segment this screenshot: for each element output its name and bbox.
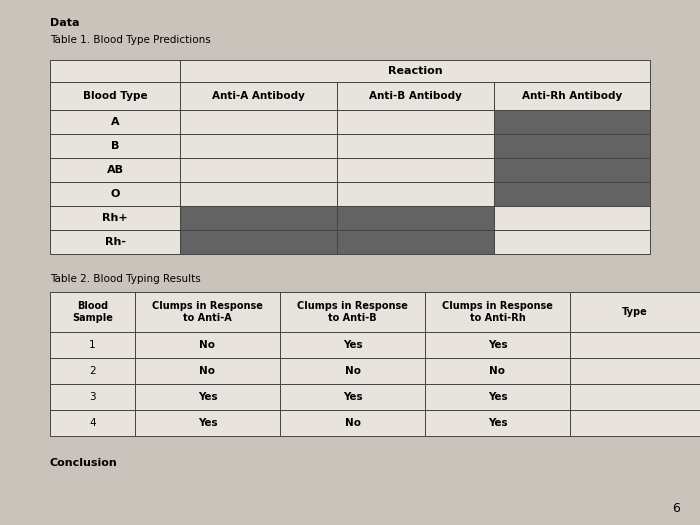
Bar bbox=[50, 134, 180, 158]
Text: A: A bbox=[111, 117, 119, 127]
Text: No: No bbox=[199, 366, 216, 376]
Bar bbox=[50, 110, 180, 134]
Text: Anti-Rh Antibody: Anti-Rh Antibody bbox=[522, 91, 622, 101]
Bar bbox=[280, 384, 425, 410]
Bar bbox=[50, 158, 180, 182]
Text: B: B bbox=[111, 141, 119, 151]
Text: No: No bbox=[344, 418, 360, 428]
Text: 3: 3 bbox=[89, 392, 96, 402]
Bar bbox=[180, 134, 337, 158]
Bar bbox=[494, 110, 650, 134]
Text: No: No bbox=[199, 340, 216, 350]
Bar bbox=[280, 358, 425, 384]
Bar bbox=[425, 358, 570, 384]
Bar bbox=[337, 206, 494, 230]
Bar bbox=[50, 384, 135, 410]
Text: Yes: Yes bbox=[488, 392, 508, 402]
Bar bbox=[50, 182, 180, 206]
Bar bbox=[337, 134, 494, 158]
Text: Type: Type bbox=[622, 307, 648, 317]
Bar bbox=[570, 410, 700, 436]
Bar bbox=[280, 410, 425, 436]
Text: Clumps in Response
to Anti-Rh: Clumps in Response to Anti-Rh bbox=[442, 301, 553, 323]
Bar bbox=[425, 292, 570, 332]
Text: 2: 2 bbox=[89, 366, 96, 376]
Bar bbox=[50, 410, 135, 436]
Bar bbox=[50, 206, 180, 230]
Bar bbox=[50, 358, 135, 384]
Bar bbox=[50, 332, 135, 358]
Text: Conclusion: Conclusion bbox=[50, 458, 118, 468]
Bar bbox=[494, 182, 650, 206]
Bar bbox=[50, 60, 180, 82]
Bar bbox=[50, 292, 135, 332]
Text: Yes: Yes bbox=[197, 418, 217, 428]
Bar bbox=[180, 82, 337, 110]
Bar bbox=[135, 358, 280, 384]
Bar bbox=[180, 182, 337, 206]
Bar bbox=[570, 292, 700, 332]
Text: Yes: Yes bbox=[343, 340, 363, 350]
Bar bbox=[494, 230, 650, 254]
Bar bbox=[570, 384, 700, 410]
Text: Yes: Yes bbox=[488, 340, 508, 350]
Bar bbox=[180, 158, 337, 182]
Bar bbox=[570, 358, 700, 384]
Text: Data: Data bbox=[50, 18, 80, 28]
Text: Table 1. Blood Type Predictions: Table 1. Blood Type Predictions bbox=[50, 35, 211, 45]
Bar bbox=[494, 158, 650, 182]
Bar bbox=[135, 410, 280, 436]
Bar bbox=[135, 332, 280, 358]
Text: Yes: Yes bbox=[488, 418, 508, 428]
Bar bbox=[425, 332, 570, 358]
Bar bbox=[180, 110, 337, 134]
Text: Anti-B Antibody: Anti-B Antibody bbox=[369, 91, 462, 101]
Bar bbox=[337, 82, 494, 110]
Bar bbox=[425, 384, 570, 410]
Text: Blood
Sample: Blood Sample bbox=[72, 301, 113, 323]
Bar bbox=[494, 206, 650, 230]
Bar bbox=[135, 292, 280, 332]
Text: Anti-A Antibody: Anti-A Antibody bbox=[212, 91, 305, 101]
Text: Yes: Yes bbox=[343, 392, 363, 402]
Bar bbox=[50, 230, 180, 254]
Bar bbox=[494, 82, 650, 110]
Text: Yes: Yes bbox=[197, 392, 217, 402]
Bar bbox=[494, 134, 650, 158]
Text: No: No bbox=[344, 366, 360, 376]
Bar bbox=[337, 182, 494, 206]
Bar bbox=[50, 82, 180, 110]
Bar bbox=[280, 292, 425, 332]
Text: Rh-: Rh- bbox=[104, 237, 125, 247]
Bar bbox=[135, 384, 280, 410]
Text: Blood Type: Blood Type bbox=[83, 91, 147, 101]
Text: Clumps in Response
to Anti-B: Clumps in Response to Anti-B bbox=[297, 301, 408, 323]
Bar bbox=[180, 60, 650, 82]
Bar bbox=[280, 332, 425, 358]
Bar bbox=[337, 230, 494, 254]
Text: Clumps in Response
to Anti-A: Clumps in Response to Anti-A bbox=[152, 301, 263, 323]
Text: O: O bbox=[111, 189, 120, 199]
Bar bbox=[337, 110, 494, 134]
Text: 6: 6 bbox=[672, 502, 680, 515]
Bar bbox=[180, 206, 337, 230]
Text: AB: AB bbox=[106, 165, 123, 175]
Text: No: No bbox=[489, 366, 505, 376]
Text: Reaction: Reaction bbox=[388, 66, 442, 76]
Text: Table 2. Blood Typing Results: Table 2. Blood Typing Results bbox=[50, 274, 201, 284]
Text: 1: 1 bbox=[89, 340, 96, 350]
Bar bbox=[180, 230, 337, 254]
Bar bbox=[425, 410, 570, 436]
Bar bbox=[570, 332, 700, 358]
Bar bbox=[337, 158, 494, 182]
Text: Rh+: Rh+ bbox=[102, 213, 128, 223]
Text: 4: 4 bbox=[89, 418, 96, 428]
